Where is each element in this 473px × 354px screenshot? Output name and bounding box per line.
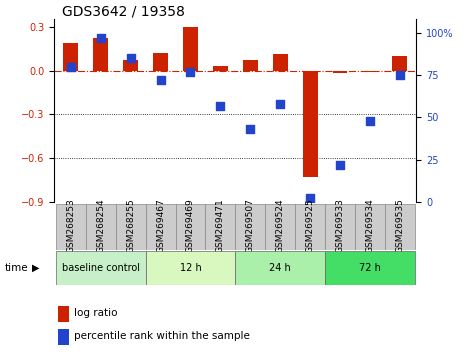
Text: GSM269535: GSM269535	[395, 198, 404, 253]
Text: 12 h: 12 h	[180, 263, 201, 273]
Bar	[325, 251, 415, 285]
Text: GDS3642 / 19358: GDS3642 / 19358	[61, 4, 184, 18]
Text: GSM269507: GSM269507	[246, 198, 255, 253]
Bar	[56, 251, 146, 285]
Bar	[116, 204, 146, 250]
Bar	[235, 251, 325, 285]
Bar	[175, 204, 205, 250]
Bar	[205, 204, 235, 250]
Point	[187, 69, 194, 75]
Text: baseline control: baseline control	[62, 263, 140, 273]
Bar	[86, 204, 116, 250]
Point	[366, 118, 374, 124]
Bar	[295, 204, 325, 250]
Bar	[243, 60, 258, 70]
Point	[336, 162, 344, 167]
Text: ▶: ▶	[32, 263, 40, 273]
Point	[67, 64, 75, 70]
Text: GSM269525: GSM269525	[306, 198, 315, 253]
Point	[307, 195, 314, 201]
Text: percentile rank within the sample: percentile rank within the sample	[74, 331, 250, 341]
Point	[276, 101, 284, 107]
Point	[127, 56, 134, 61]
Text: GSM269534: GSM269534	[365, 198, 375, 253]
Text: 24 h: 24 h	[269, 263, 291, 273]
Bar	[235, 204, 265, 250]
Text: 72 h: 72 h	[359, 263, 381, 273]
Text: log ratio: log ratio	[74, 308, 118, 318]
Point	[157, 78, 164, 83]
Bar	[56, 204, 86, 250]
Bar	[63, 43, 79, 70]
Bar	[93, 39, 108, 70]
Bar	[362, 70, 377, 72]
Bar	[58, 329, 69, 345]
Text: GSM269471: GSM269471	[216, 198, 225, 253]
Text: GSM269533: GSM269533	[335, 198, 344, 253]
Bar	[123, 60, 138, 70]
Point	[97, 35, 105, 41]
Text: GSM268254: GSM268254	[96, 198, 105, 253]
Text: time: time	[5, 263, 28, 273]
Point	[246, 126, 254, 132]
Bar	[146, 204, 175, 250]
Text: GSM269467: GSM269467	[156, 198, 165, 253]
Bar	[153, 53, 168, 70]
Bar	[355, 204, 385, 250]
Text: GSM269524: GSM269524	[276, 198, 285, 253]
Bar	[183, 27, 198, 70]
Bar	[385, 204, 415, 250]
Bar	[273, 55, 288, 70]
Bar	[325, 204, 355, 250]
Text: GSM268255: GSM268255	[126, 198, 135, 253]
Point	[217, 103, 224, 108]
Bar	[213, 66, 228, 70]
Bar	[333, 70, 348, 73]
Text: GSM269469: GSM269469	[186, 198, 195, 253]
Bar	[146, 251, 235, 285]
Bar	[392, 56, 407, 70]
Bar	[58, 306, 69, 321]
Point	[396, 72, 403, 78]
Text: GSM268253: GSM268253	[66, 198, 75, 253]
Bar	[265, 204, 295, 250]
Bar	[303, 70, 317, 177]
